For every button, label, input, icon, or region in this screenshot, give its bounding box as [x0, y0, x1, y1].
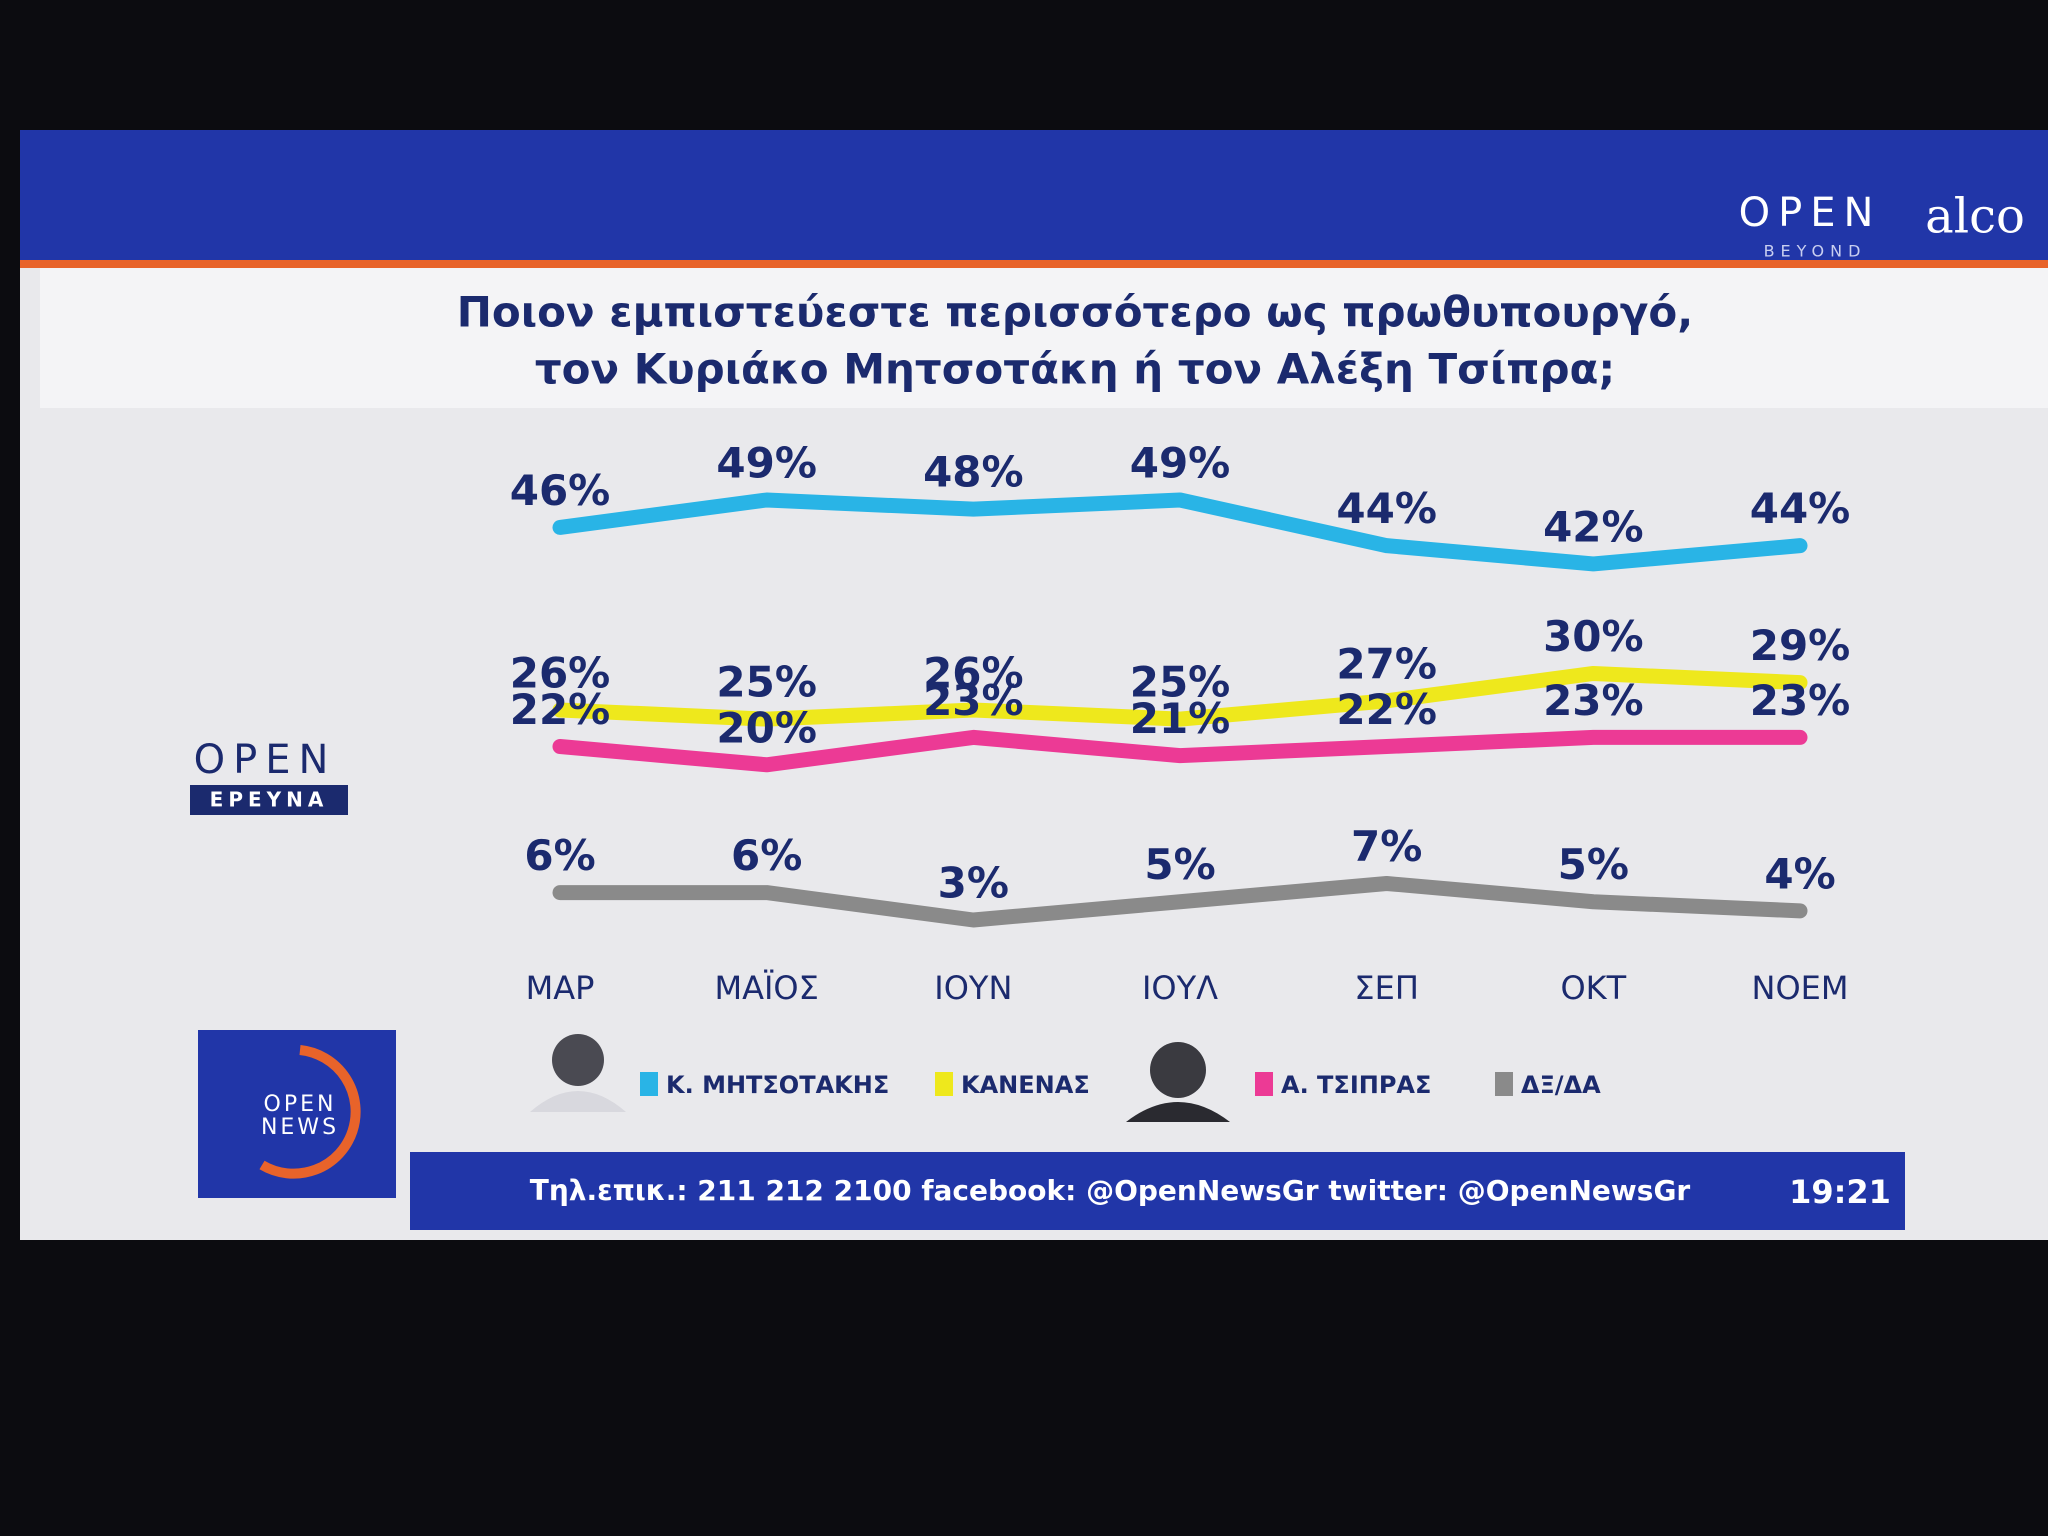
portrait — [552, 1034, 604, 1086]
data-label: 23% — [923, 676, 1024, 725]
x-tick-label: ΙΟΥΝ — [934, 969, 1012, 1007]
x-tick-label: ΟΚΤ — [1560, 969, 1626, 1007]
data-label: 5% — [1144, 840, 1215, 889]
data-label: 25% — [1130, 658, 1231, 707]
title-panel — [40, 268, 2048, 408]
data-label: 22% — [510, 685, 611, 734]
x-tick-label: ΜΑΪΟΣ — [714, 969, 818, 1007]
data-label: 7% — [1351, 822, 1422, 871]
data-label: 5% — [1558, 840, 1629, 889]
ticker-text: Τηλ.επικ.: 211 212 2100 facebook: @OpenN… — [530, 1174, 1691, 1207]
ticker-bar — [410, 1152, 1905, 1230]
data-label: 4% — [1764, 849, 1835, 898]
chart-title: τον Κυριάκο Μητσοτάκη ή τον Αλέξη Τσίπρα… — [535, 345, 1615, 394]
data-label: 25% — [716, 658, 817, 707]
brand-beyond: BEYOND — [1764, 242, 1867, 261]
portrait — [1126, 1102, 1230, 1122]
brand-open: OPEN — [194, 737, 337, 783]
data-label: 26% — [510, 649, 611, 698]
data-label: 3% — [938, 859, 1009, 908]
series-line — [552, 665, 1808, 727]
news-logo-text: NEWS — [261, 1115, 339, 1140]
legend-label: ΚΑΝΕΝΑΣ — [961, 1071, 1090, 1099]
legend-label: ΔΞ/ΔΑ — [1521, 1071, 1601, 1099]
data-label: 44% — [1750, 484, 1851, 533]
portrait — [530, 1091, 626, 1112]
data-label: 23% — [1543, 676, 1644, 725]
data-label: 22% — [1336, 685, 1437, 734]
x-tick-label: ΜΑΡ — [526, 969, 595, 1007]
x-tick-label: ΝΟΕΜ — [1752, 969, 1849, 1007]
legend-swatch — [640, 1072, 658, 1096]
ticker-time: 19:21 — [1789, 1173, 1891, 1211]
data-label: 26% — [923, 649, 1024, 698]
data-label: 44% — [1336, 484, 1437, 533]
data-label: 21% — [1130, 694, 1231, 743]
series-line — [552, 729, 1808, 773]
header-bar — [20, 130, 2048, 260]
news-logo-text: OPEN — [264, 1092, 337, 1117]
brand-box — [190, 785, 348, 815]
brand-open: OPEN — [1739, 190, 1882, 236]
data-label: 23% — [1750, 676, 1851, 725]
legend-label: Κ. ΜΗΤΣΟΤΑΚΗΣ — [666, 1071, 889, 1099]
data-label: 30% — [1543, 612, 1644, 661]
data-label: 29% — [1750, 621, 1851, 670]
legend-swatch — [1495, 1072, 1513, 1096]
data-label: 6% — [731, 831, 802, 880]
news-logo-arc — [259, 1045, 361, 1179]
data-label: 48% — [923, 448, 1024, 497]
portrait — [1150, 1042, 1206, 1098]
series-line — [552, 875, 1808, 928]
header-stripe — [20, 260, 2048, 268]
data-label: 42% — [1543, 502, 1644, 551]
brand-ereuna: ΕΡΕΥΝΑ — [210, 788, 329, 812]
data-label: 49% — [1130, 439, 1231, 488]
legend-label: Α. ΤΣΙΠΡΑΣ — [1281, 1071, 1431, 1099]
brand-alco: alco — [1925, 189, 2025, 245]
legend-swatch — [935, 1072, 953, 1096]
data-label: 46% — [510, 466, 611, 515]
data-label: 20% — [716, 703, 817, 752]
x-tick-label: ΣΕΠ — [1354, 969, 1419, 1007]
data-label: 6% — [524, 831, 595, 880]
legend-swatch — [1255, 1072, 1273, 1096]
data-label: 27% — [1336, 639, 1437, 688]
x-tick-label: ΙΟΥΛ — [1142, 969, 1218, 1007]
chart-title: Ποιον εμπιστεύεστε περισσότερο ως πρωθυπ… — [457, 288, 1693, 337]
series-line — [552, 492, 1808, 572]
data-label: 49% — [716, 439, 817, 488]
